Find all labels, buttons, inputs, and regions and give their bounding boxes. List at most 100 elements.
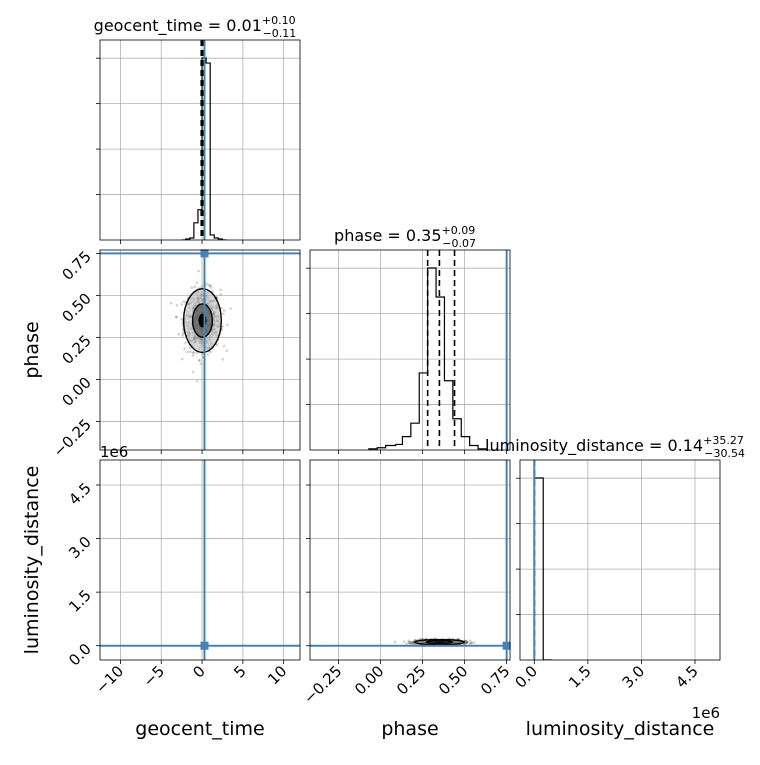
x-tick-label: 10: [264, 662, 290, 688]
x-tick-label: 0.50: [435, 662, 471, 698]
scatter-point: [183, 347, 186, 350]
x-axis-label-phase: phase: [381, 718, 438, 740]
y-axis-label-luminosity_distance: luminosity_distance: [21, 466, 43, 655]
2d-content: [100, 460, 300, 660]
scatter-point: [188, 346, 192, 350]
scatter-point: [225, 349, 229, 353]
scatter-point: [177, 332, 180, 336]
scatter-point: [197, 269, 200, 273]
scatter-point: [221, 325, 224, 328]
scatter-point: [199, 362, 203, 366]
scatter-point: [468, 642, 472, 645]
scatter-point: [201, 352, 205, 356]
truth-marker: [200, 641, 209, 650]
scatter-point: [222, 309, 226, 312]
scatter-point: [189, 350, 192, 353]
scatter-point: [169, 301, 173, 305]
panel-frame: [519, 459, 721, 661]
scatter-point: [209, 350, 212, 354]
title-plus: +0.09: [442, 224, 476, 237]
scatter-point: [181, 332, 185, 335]
hist-content: [368, 250, 508, 450]
scatter-point: [408, 642, 412, 645]
scatter-point: [191, 354, 195, 357]
x-tick-label: 0.0: [512, 662, 542, 692]
scatter-point: [175, 303, 179, 307]
scatter-point: [221, 358, 224, 361]
scatter-point: [195, 281, 199, 285]
scatter-point: [407, 641, 410, 645]
x-tick-label: 0.00: [351, 662, 387, 698]
scatter-point: [229, 307, 233, 310]
title-minus: −30.54: [704, 447, 745, 460]
scatter-point: [209, 284, 212, 287]
scatter-point: [407, 639, 410, 643]
scatter-point: [411, 641, 415, 644]
panel-title-luminosity_distance: luminosity_distance = 0.14+35.27 −30.54: [485, 434, 745, 460]
2d-content: [100, 250, 300, 450]
title-plus: +35.27: [703, 434, 744, 447]
panel-frame: [99, 39, 301, 241]
scatter-point: [190, 286, 194, 290]
y-tick-label: −0.25: [50, 416, 95, 461]
scatter-point: [466, 640, 469, 644]
y-tick-label: 0.25: [58, 331, 94, 367]
panel-title-geocent_time: geocent_time = 0.01+0.10 −0.11: [94, 14, 297, 40]
scatter-point: [198, 358, 201, 362]
hist-panel-phase: phase = 0.35+0.09 −0.07: [306, 224, 511, 451]
scatter-point: [182, 300, 186, 303]
hist-panel-luminosity_distance: luminosity_distance = 0.14+35.27 −30.54: [485, 434, 745, 661]
2d-panel-geocent_time-phase: [99, 249, 301, 451]
scatter-point: [200, 285, 204, 288]
scatter-point: [411, 641, 415, 645]
y-tick-label: 3.0: [65, 533, 95, 563]
scatter-point: [222, 312, 225, 316]
title-main: geocent_time = 0.01: [94, 16, 262, 36]
scatter-point: [192, 351, 196, 354]
scatter-point: [402, 640, 406, 643]
scatter-point: [180, 357, 184, 361]
x-tick-label: 0: [189, 662, 208, 681]
y-tick-label: 4.5: [65, 479, 95, 509]
panel-frame: [309, 459, 511, 661]
scatter-point: [464, 642, 468, 645]
2d-content: [310, 460, 510, 660]
x-tick-label: 0.75: [477, 662, 513, 698]
scatter-point: [409, 641, 413, 645]
scatter-point: [195, 351, 199, 355]
x-tick-label: 0.25: [393, 662, 429, 698]
title-main: luminosity_distance = 0.14: [485, 436, 703, 456]
hist-content: [533, 460, 553, 660]
scatter-point: [208, 284, 212, 287]
y-axis-label-phase: phase: [21, 321, 43, 378]
scatter-point: [191, 351, 195, 354]
scatter-point: [206, 283, 210, 286]
scatter-point: [468, 639, 472, 642]
hist-panel-geocent_time: geocent_time = 0.01+0.10 −0.11: [94, 14, 301, 241]
x-tick-label: 5: [230, 662, 249, 681]
x-tick-label: −5: [140, 662, 168, 690]
scatter-point: [464, 641, 468, 644]
2d-panel-phase-luminosity_distance: [309, 459, 511, 661]
hist-content: [181, 40, 227, 240]
truth-marker: [200, 249, 209, 258]
scatter-point: [464, 639, 467, 643]
scatter-point: [186, 350, 189, 354]
x-tick-label: −0.25: [300, 662, 345, 707]
scatter-point: [465, 640, 469, 643]
x-offset-text: 1e6: [692, 704, 720, 722]
scatter-point: [195, 380, 199, 383]
scatter-point: [219, 288, 222, 292]
title-minus: −0.11: [263, 27, 297, 40]
scatter-point: [409, 640, 412, 644]
panel-frame: [309, 249, 511, 451]
2d-panel-geocent_time-luminosity_distance: [99, 459, 301, 661]
x-axis-label-geocent_time: geocent_time: [135, 718, 264, 740]
panel-frame: [99, 459, 301, 661]
scatter-point: [409, 641, 413, 644]
scatter-point: [470, 641, 474, 644]
truth-marker: [502, 641, 511, 650]
panel-frame: [99, 249, 301, 451]
scatter-point: [175, 315, 178, 319]
